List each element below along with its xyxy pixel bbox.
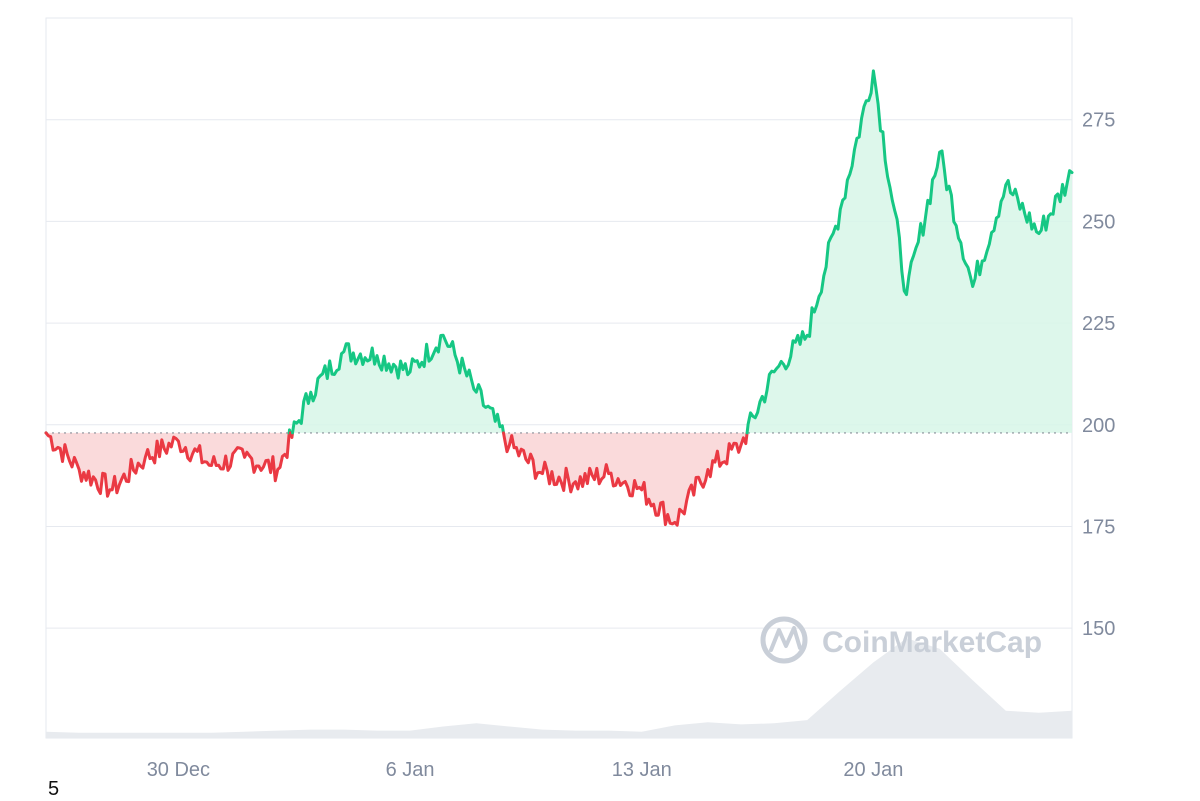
x-tick-label: 13 Jan [612,759,672,781]
coinmarketcap-logo-icon [760,616,808,664]
down-line-segment [44,431,291,498]
x-axis-ticks: 30 Dec 6 Jan 13 Jan 20 Jan [147,759,904,781]
x-tick-label: 20 Jan [843,759,903,781]
y-axis-ticks: 150 175 200 225 250 275 [1082,110,1115,640]
up-fill-segment [292,335,504,433]
up-line-segment [745,69,1074,435]
y-tick-label: 275 [1082,110,1115,132]
price-line [44,69,1074,527]
down-line-segment [502,431,749,527]
y-tick-label: 225 [1082,313,1115,335]
up-fill-segment [747,70,1072,433]
y-tick-label: 250 [1082,211,1115,233]
down-line-segment [288,431,294,439]
watermark: CoinMarketCap [760,616,1042,664]
up-line-segment [291,333,505,435]
y-tick-label: 175 [1082,516,1115,538]
x-tick-label: 6 Jan [386,759,435,781]
volume-area-path [46,638,1072,738]
y-tick-label: 150 [1082,618,1115,640]
corner-note: 5 [48,778,60,800]
x-tick-label: 30 Dec [147,759,210,781]
down-fill-segment [503,432,748,526]
volume-area [46,638,1072,738]
watermark-text: CoinMarketCap [822,626,1042,659]
y-tick-label: 200 [1082,415,1115,437]
